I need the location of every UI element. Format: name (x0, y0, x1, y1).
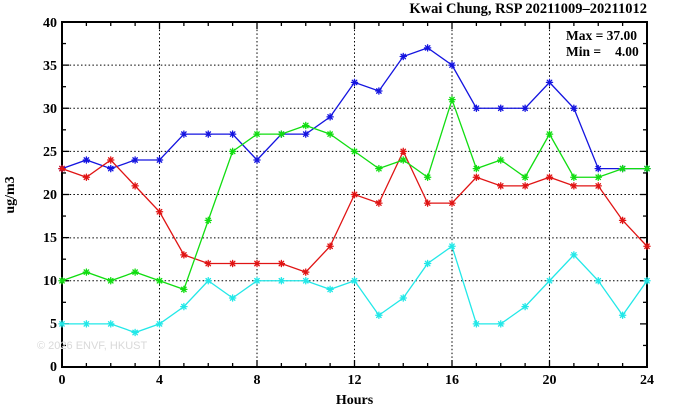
svg-text:© 2026 ENVF, HKUST: © 2026 ENVF, HKUST (37, 340, 147, 352)
svg-text:15: 15 (43, 231, 57, 246)
svg-text:Hours: Hours (336, 393, 374, 408)
svg-text:Kwai Chung, RSP 20211009–20211: Kwai Chung, RSP 20211009–20211012 (409, 1, 647, 17)
svg-text:Max = 37.00: Max = 37.00 (566, 28, 637, 43)
svg-text:35: 35 (43, 59, 57, 74)
svg-text:5: 5 (50, 317, 57, 332)
svg-text:12: 12 (348, 373, 362, 388)
svg-text:24: 24 (640, 373, 654, 388)
svg-text:25: 25 (43, 145, 57, 160)
svg-text:40: 40 (43, 16, 57, 31)
svg-text:0: 0 (50, 360, 57, 375)
svg-text:20: 20 (543, 373, 557, 388)
svg-text:4: 4 (156, 373, 163, 388)
svg-text:Min =4.00: Min = 4.00 (566, 44, 639, 59)
svg-text:10: 10 (43, 274, 57, 289)
svg-text:20: 20 (43, 188, 57, 203)
svg-text:30: 30 (43, 102, 57, 117)
svg-text:8: 8 (254, 373, 261, 388)
svg-text:ug/m3: ug/m3 (3, 176, 18, 213)
svg-text:0: 0 (59, 373, 66, 388)
svg-text:16: 16 (445, 373, 459, 388)
